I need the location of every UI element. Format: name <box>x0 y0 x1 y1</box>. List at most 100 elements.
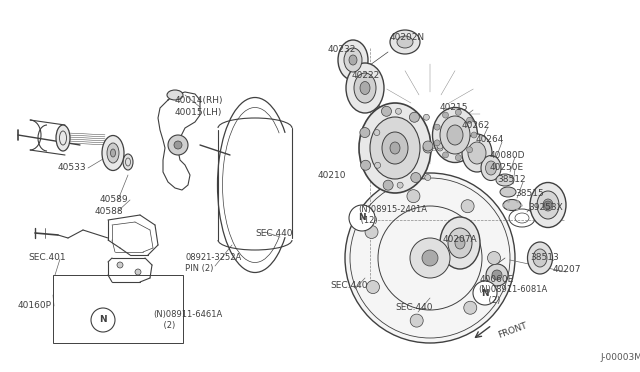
Circle shape <box>135 269 141 275</box>
Circle shape <box>174 141 182 149</box>
Circle shape <box>372 103 380 110</box>
Ellipse shape <box>433 108 477 163</box>
Ellipse shape <box>530 183 566 228</box>
Ellipse shape <box>123 154 133 170</box>
Ellipse shape <box>354 73 376 103</box>
Circle shape <box>434 124 440 130</box>
Ellipse shape <box>390 142 400 154</box>
Text: N: N <box>481 289 489 298</box>
Circle shape <box>442 112 449 118</box>
Ellipse shape <box>537 191 559 219</box>
Text: 40207: 40207 <box>553 266 582 275</box>
Circle shape <box>467 147 472 153</box>
Ellipse shape <box>500 187 516 197</box>
Circle shape <box>397 182 403 188</box>
Text: 40202N: 40202N <box>390 33 425 42</box>
Circle shape <box>383 180 393 190</box>
Ellipse shape <box>56 125 70 151</box>
Text: N: N <box>358 214 366 222</box>
Text: 40262: 40262 <box>462 121 490 129</box>
Circle shape <box>425 174 431 180</box>
Circle shape <box>461 200 474 213</box>
Ellipse shape <box>533 249 547 267</box>
Ellipse shape <box>440 116 470 154</box>
Circle shape <box>442 152 449 158</box>
Text: SEC.401: SEC.401 <box>28 253 66 263</box>
Text: 40589: 40589 <box>100 195 129 203</box>
Circle shape <box>467 117 472 123</box>
Text: 40264: 40264 <box>476 135 504 144</box>
Circle shape <box>464 301 477 314</box>
Ellipse shape <box>359 103 431 193</box>
Circle shape <box>374 129 380 135</box>
Ellipse shape <box>349 55 357 65</box>
Ellipse shape <box>455 237 465 249</box>
Ellipse shape <box>397 36 413 48</box>
Circle shape <box>488 251 500 264</box>
Text: 40232: 40232 <box>328 45 356 55</box>
Text: 40060E: 40060E <box>480 276 515 285</box>
Circle shape <box>471 132 477 138</box>
Ellipse shape <box>486 161 497 175</box>
Circle shape <box>345 173 515 343</box>
Circle shape <box>360 160 371 170</box>
Text: J-00003M: J-00003M <box>600 353 640 362</box>
Text: 40588: 40588 <box>95 206 124 215</box>
Text: 39253X: 39253X <box>528 202 563 212</box>
Ellipse shape <box>102 135 124 170</box>
Circle shape <box>434 140 440 146</box>
Circle shape <box>396 108 401 114</box>
Circle shape <box>374 162 381 168</box>
Circle shape <box>492 270 502 280</box>
Circle shape <box>349 205 375 231</box>
Text: (N)08911-6461A
    (2): (N)08911-6461A (2) <box>153 310 222 330</box>
Ellipse shape <box>440 217 480 269</box>
Circle shape <box>422 250 438 266</box>
Circle shape <box>423 143 433 153</box>
Text: 40014(RH): 40014(RH) <box>175 96 223 106</box>
Ellipse shape <box>107 143 119 163</box>
Ellipse shape <box>468 142 486 164</box>
Ellipse shape <box>344 48 362 72</box>
Text: 40015(LH): 40015(LH) <box>175 108 222 116</box>
Circle shape <box>437 143 443 149</box>
Text: 40210: 40210 <box>318 170 346 180</box>
Circle shape <box>423 141 433 151</box>
Circle shape <box>367 280 380 294</box>
Ellipse shape <box>360 81 370 94</box>
Ellipse shape <box>167 90 183 100</box>
Text: 40160P: 40160P <box>18 301 52 310</box>
Ellipse shape <box>503 199 521 211</box>
Text: 40533: 40533 <box>58 164 86 173</box>
Circle shape <box>117 262 123 268</box>
Circle shape <box>410 238 450 278</box>
Circle shape <box>91 308 115 332</box>
Ellipse shape <box>111 149 115 157</box>
Text: (N)08915-2401A
 (12): (N)08915-2401A (12) <box>358 205 427 225</box>
Circle shape <box>168 135 188 155</box>
Circle shape <box>473 281 497 305</box>
Circle shape <box>455 109 461 115</box>
Circle shape <box>365 225 378 238</box>
Ellipse shape <box>447 125 463 145</box>
Circle shape <box>544 201 552 209</box>
Ellipse shape <box>448 228 472 258</box>
Circle shape <box>486 264 508 286</box>
Text: FRONT: FRONT <box>497 321 529 339</box>
Text: N: N <box>99 315 107 324</box>
Text: SEC.440: SEC.440 <box>395 304 433 312</box>
Ellipse shape <box>481 155 501 180</box>
Circle shape <box>410 112 419 122</box>
Ellipse shape <box>496 174 514 186</box>
Text: 40250E: 40250E <box>490 163 524 171</box>
Text: 40207A: 40207A <box>443 235 477 244</box>
Text: 38512: 38512 <box>497 176 525 185</box>
Circle shape <box>455 155 461 161</box>
Circle shape <box>410 314 423 327</box>
Ellipse shape <box>543 199 553 211</box>
Bar <box>53 275 183 343</box>
Circle shape <box>437 145 443 151</box>
Circle shape <box>411 173 420 183</box>
Circle shape <box>381 106 392 116</box>
Text: 40080D: 40080D <box>490 151 525 160</box>
